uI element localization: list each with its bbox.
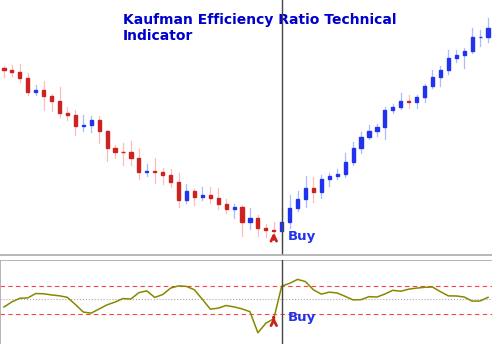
Bar (177, 182, 180, 200)
Bar (256, 218, 259, 228)
Bar (470, 37, 474, 51)
Bar (153, 171, 156, 172)
Bar (224, 204, 228, 209)
Bar (129, 152, 132, 158)
Bar (320, 179, 323, 192)
Bar (58, 100, 61, 113)
Bar (137, 158, 140, 172)
Bar (248, 218, 251, 222)
Bar (462, 51, 466, 55)
Bar (50, 96, 53, 100)
Bar (10, 70, 13, 72)
Bar (209, 195, 212, 197)
Bar (169, 175, 172, 182)
Bar (447, 58, 450, 71)
Bar (399, 101, 402, 107)
Bar (272, 230, 276, 231)
Bar (336, 174, 339, 176)
Bar (312, 188, 315, 192)
Bar (423, 86, 426, 97)
Bar (368, 131, 370, 137)
Bar (487, 28, 490, 36)
Bar (280, 222, 283, 231)
Text: Buy: Buy (288, 230, 316, 243)
Bar (383, 110, 386, 127)
Bar (304, 188, 307, 199)
Bar (42, 90, 45, 96)
Bar (26, 78, 30, 92)
Bar (161, 172, 164, 175)
Bar (145, 171, 149, 172)
Bar (82, 125, 85, 126)
Bar (415, 97, 418, 101)
Bar (18, 72, 22, 78)
Bar (106, 131, 109, 148)
Bar (233, 207, 236, 209)
Bar (97, 120, 101, 131)
Bar (185, 191, 188, 200)
Bar (241, 207, 244, 222)
Text: Kaufman Efficiency Ratio Technical
Indicator: Kaufman Efficiency Ratio Technical Indic… (123, 13, 397, 43)
Bar (479, 36, 482, 37)
Bar (360, 137, 363, 148)
Bar (264, 228, 268, 230)
Bar (455, 55, 458, 58)
Bar (216, 197, 220, 204)
Bar (439, 71, 442, 77)
Bar (66, 113, 69, 115)
Bar (114, 148, 117, 152)
Bar (34, 90, 37, 92)
Bar (328, 176, 331, 179)
Bar (375, 127, 378, 131)
Bar (431, 77, 434, 86)
Text: Buy: Buy (288, 311, 316, 324)
Bar (201, 195, 204, 197)
Bar (391, 107, 395, 110)
Bar (352, 148, 355, 162)
Bar (2, 68, 5, 70)
Bar (343, 162, 347, 174)
Bar (288, 208, 291, 222)
Bar (296, 199, 299, 208)
Bar (74, 115, 77, 126)
Bar (193, 191, 196, 197)
Bar (90, 120, 93, 125)
